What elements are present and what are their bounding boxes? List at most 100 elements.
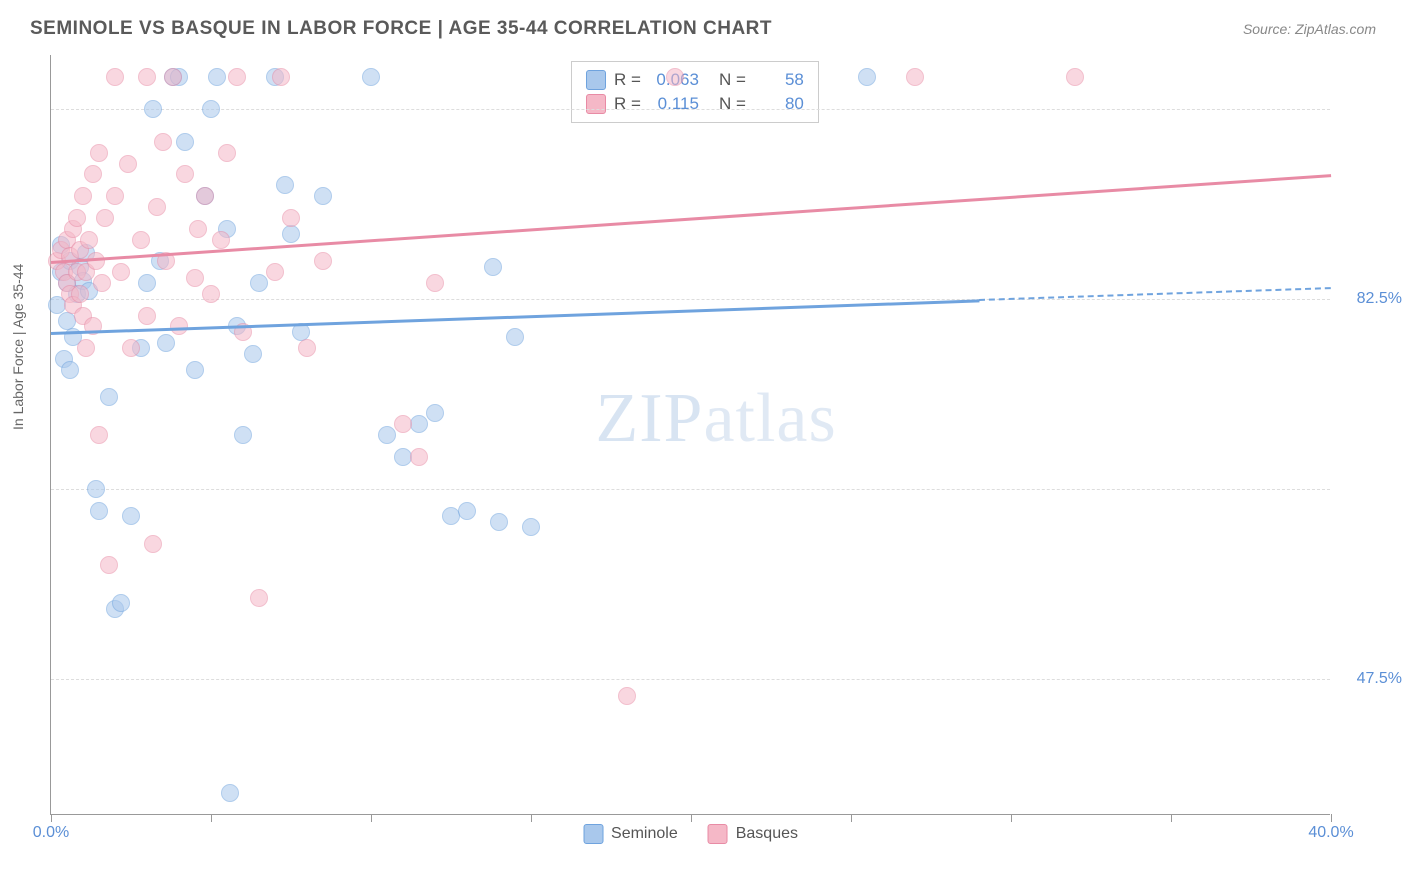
data-point	[906, 68, 924, 86]
data-point	[112, 263, 130, 281]
gridline	[51, 109, 1330, 110]
legend-item: Basques	[708, 824, 798, 844]
series-legend: Seminole Basques	[583, 824, 798, 844]
data-point	[176, 165, 194, 183]
data-point	[122, 507, 140, 525]
data-point	[618, 687, 636, 705]
legend-swatch	[586, 94, 606, 114]
data-point	[276, 176, 294, 194]
legend-swatch	[583, 824, 603, 844]
x-tick	[371, 814, 372, 822]
data-point	[186, 269, 204, 287]
data-point	[666, 68, 684, 86]
data-point	[522, 518, 540, 536]
data-point	[272, 68, 290, 86]
scatter-chart: ZIPatlas R =0.063N =58R =0.115N =80 Semi…	[50, 55, 1330, 815]
legend-r-label: R =	[614, 94, 641, 114]
legend-r-label: R =	[614, 70, 641, 90]
data-point	[148, 198, 166, 216]
data-point	[250, 274, 268, 292]
data-point	[157, 334, 175, 352]
data-point	[71, 285, 89, 303]
legend-label: Basques	[736, 825, 798, 843]
data-point	[314, 187, 332, 205]
data-point	[298, 339, 316, 357]
data-point	[189, 220, 207, 238]
data-point	[378, 426, 396, 444]
data-point	[234, 426, 252, 444]
watermark: ZIPatlas	[595, 379, 836, 459]
data-point	[1066, 68, 1084, 86]
data-point	[202, 285, 220, 303]
data-point	[266, 263, 284, 281]
data-point	[138, 68, 156, 86]
x-tick-label: 40.0%	[1308, 824, 1353, 842]
data-point	[96, 209, 114, 227]
data-point	[87, 480, 105, 498]
data-point	[212, 231, 230, 249]
data-point	[228, 68, 246, 86]
gridline	[51, 679, 1330, 680]
data-point	[90, 502, 108, 520]
data-point	[154, 133, 172, 151]
data-point	[506, 328, 524, 346]
data-point	[90, 144, 108, 162]
data-point	[394, 415, 412, 433]
data-point	[196, 187, 214, 205]
data-point	[426, 404, 444, 422]
data-point	[100, 556, 118, 574]
legend-swatch	[708, 824, 728, 844]
legend-n-label: N =	[719, 70, 746, 90]
legend-n-label: N =	[719, 94, 746, 114]
x-tick	[1011, 814, 1012, 822]
data-point	[77, 339, 95, 357]
data-point	[68, 209, 86, 227]
data-point	[119, 155, 137, 173]
data-point	[410, 448, 428, 466]
chart-title: SEMINOLE VS BASQUE IN LABOR FORCE | AGE …	[30, 18, 772, 40]
data-point	[80, 231, 98, 249]
data-point	[282, 209, 300, 227]
data-point	[458, 502, 476, 520]
data-point	[164, 68, 182, 86]
data-point	[144, 535, 162, 553]
data-point	[112, 594, 130, 612]
data-point	[490, 513, 508, 531]
data-point	[61, 361, 79, 379]
y-axis-label: In Labor Force | Age 35-44	[10, 264, 26, 430]
legend-n-value: 80	[754, 94, 804, 114]
x-tick	[51, 814, 52, 822]
data-point	[250, 589, 268, 607]
data-point	[208, 68, 226, 86]
x-tick	[1331, 814, 1332, 822]
data-point	[858, 68, 876, 86]
x-tick	[691, 814, 692, 822]
x-tick	[851, 814, 852, 822]
data-point	[106, 68, 124, 86]
data-point	[106, 187, 124, 205]
data-point	[138, 307, 156, 325]
data-point	[122, 339, 140, 357]
data-point	[138, 274, 156, 292]
data-point	[132, 231, 150, 249]
data-point	[410, 415, 428, 433]
data-point	[426, 274, 444, 292]
data-point	[484, 258, 502, 276]
data-point	[218, 144, 236, 162]
gridline	[51, 489, 1330, 490]
data-point	[100, 388, 118, 406]
x-tick-label: 0.0%	[33, 824, 69, 842]
data-point	[186, 361, 204, 379]
x-tick	[1171, 814, 1172, 822]
source-attribution: Source: ZipAtlas.com	[1243, 21, 1376, 37]
legend-row: R = 0.115 N = 80	[586, 92, 804, 116]
x-tick	[211, 814, 212, 822]
data-point	[90, 426, 108, 444]
gridline	[51, 299, 1330, 300]
data-point	[221, 784, 239, 802]
trend-line	[51, 174, 1331, 263]
legend-r-value: 0.115	[649, 94, 699, 114]
legend-item: Seminole	[583, 824, 678, 844]
y-tick-label: 47.5%	[1357, 670, 1402, 688]
data-point	[362, 68, 380, 86]
